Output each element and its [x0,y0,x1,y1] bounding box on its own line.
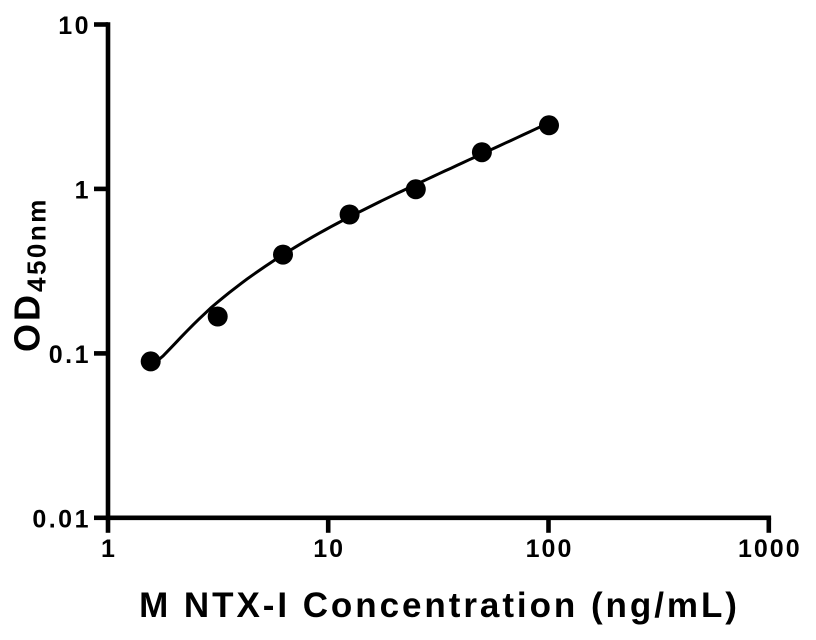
svg-text:1: 1 [101,535,117,563]
svg-text:100: 100 [526,535,574,563]
svg-text:10: 10 [58,12,91,40]
svg-text:OD450nm: OD450nm [6,197,51,352]
svg-text:0.1: 0.1 [49,341,91,369]
svg-text:0.01: 0.01 [32,505,91,533]
svg-text:1: 1 [75,176,91,204]
svg-text:1000: 1000 [738,535,802,563]
svg-text:M NTX-I Concentration (ng/mL): M NTX-I Concentration (ng/mL) [139,586,740,625]
svg-text:10: 10 [313,535,345,563]
